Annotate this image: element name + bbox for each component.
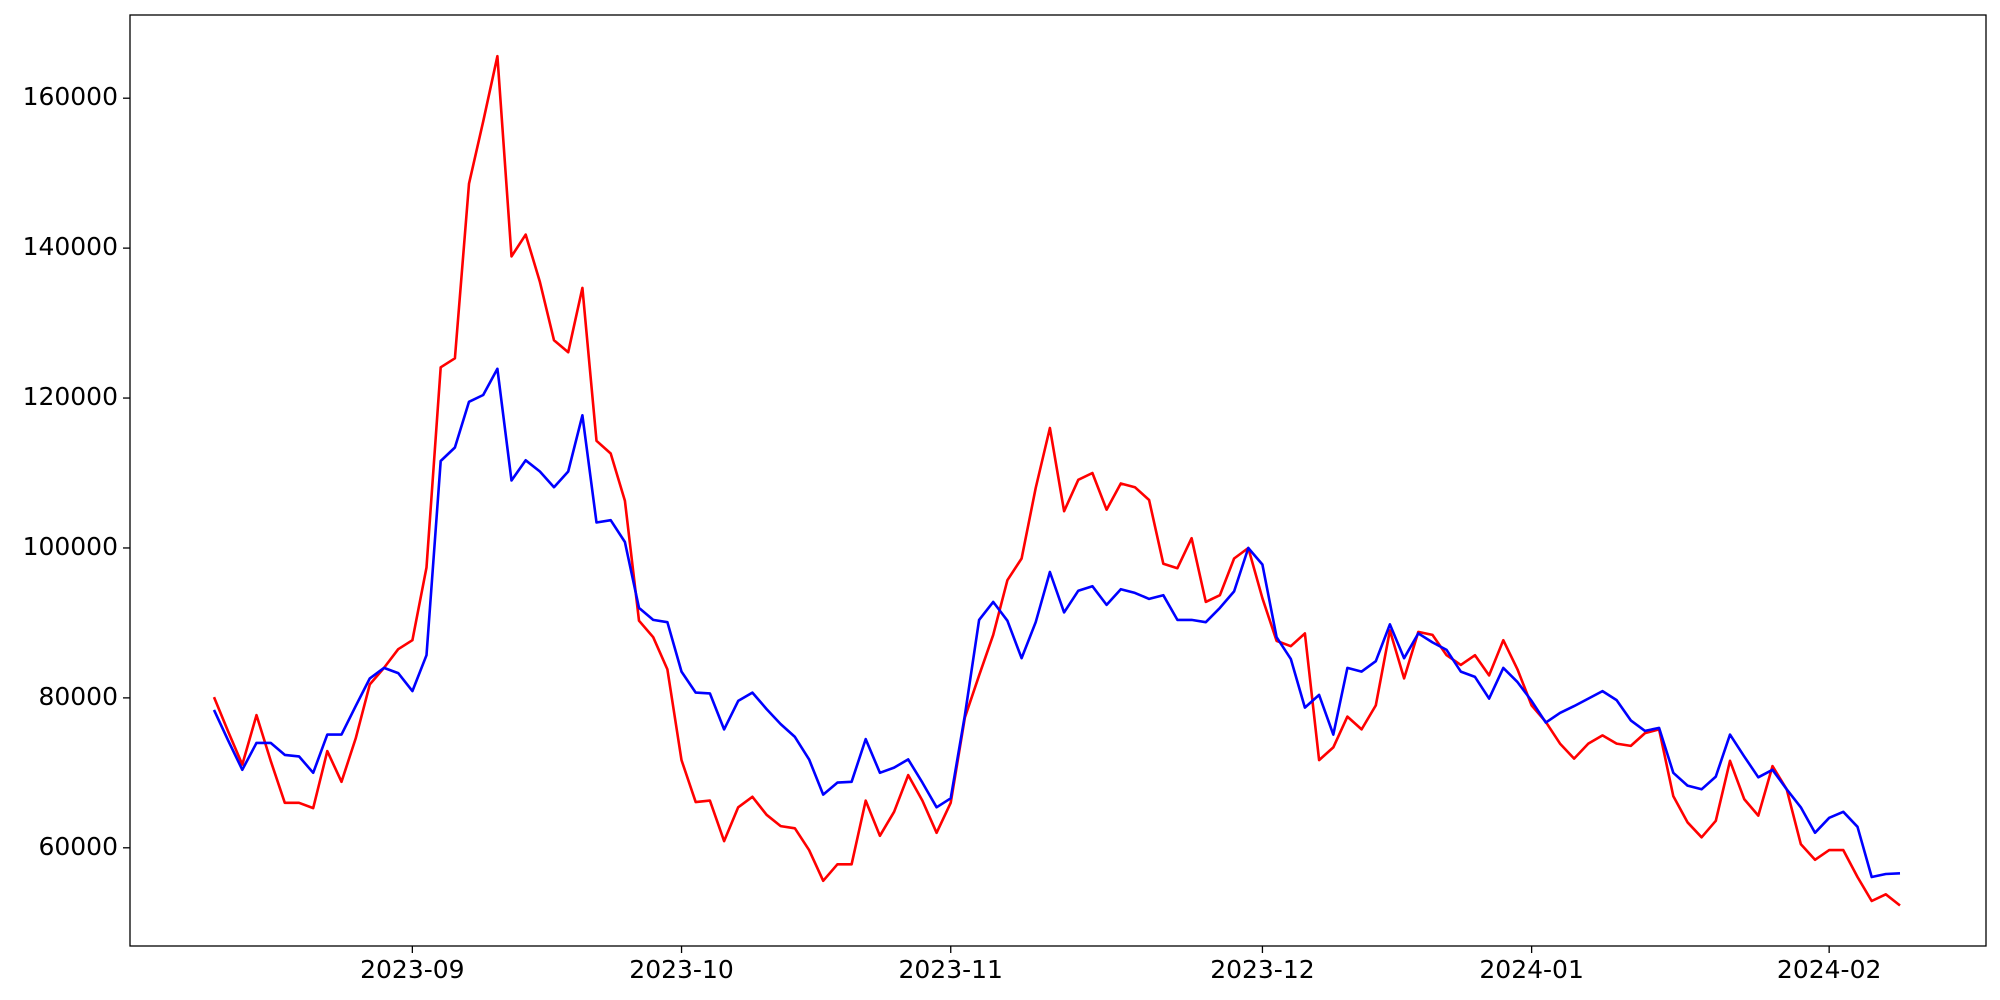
y-tick-label: 100000 (23, 532, 118, 561)
y-tick-label: 140000 (23, 232, 118, 261)
x-tick-label: 2024-01 (1479, 955, 1583, 984)
x-tick-label: 2023-11 (899, 955, 1003, 984)
y-tick-label: 160000 (23, 82, 118, 111)
series-line (212, 367, 1901, 879)
y-tick-label: 120000 (23, 382, 118, 411)
x-tick-label: 2023-12 (1210, 955, 1314, 984)
x-tick-label: 2023-09 (360, 955, 464, 984)
series-line (212, 54, 1901, 907)
plot-frame (129, 14, 1987, 947)
x-tick-label: 2023-10 (629, 955, 733, 984)
y-tick-label: 80000 (38, 682, 118, 711)
y-tick-label: 60000 (38, 832, 118, 861)
x-tick-label: 2024-02 (1777, 955, 1881, 984)
